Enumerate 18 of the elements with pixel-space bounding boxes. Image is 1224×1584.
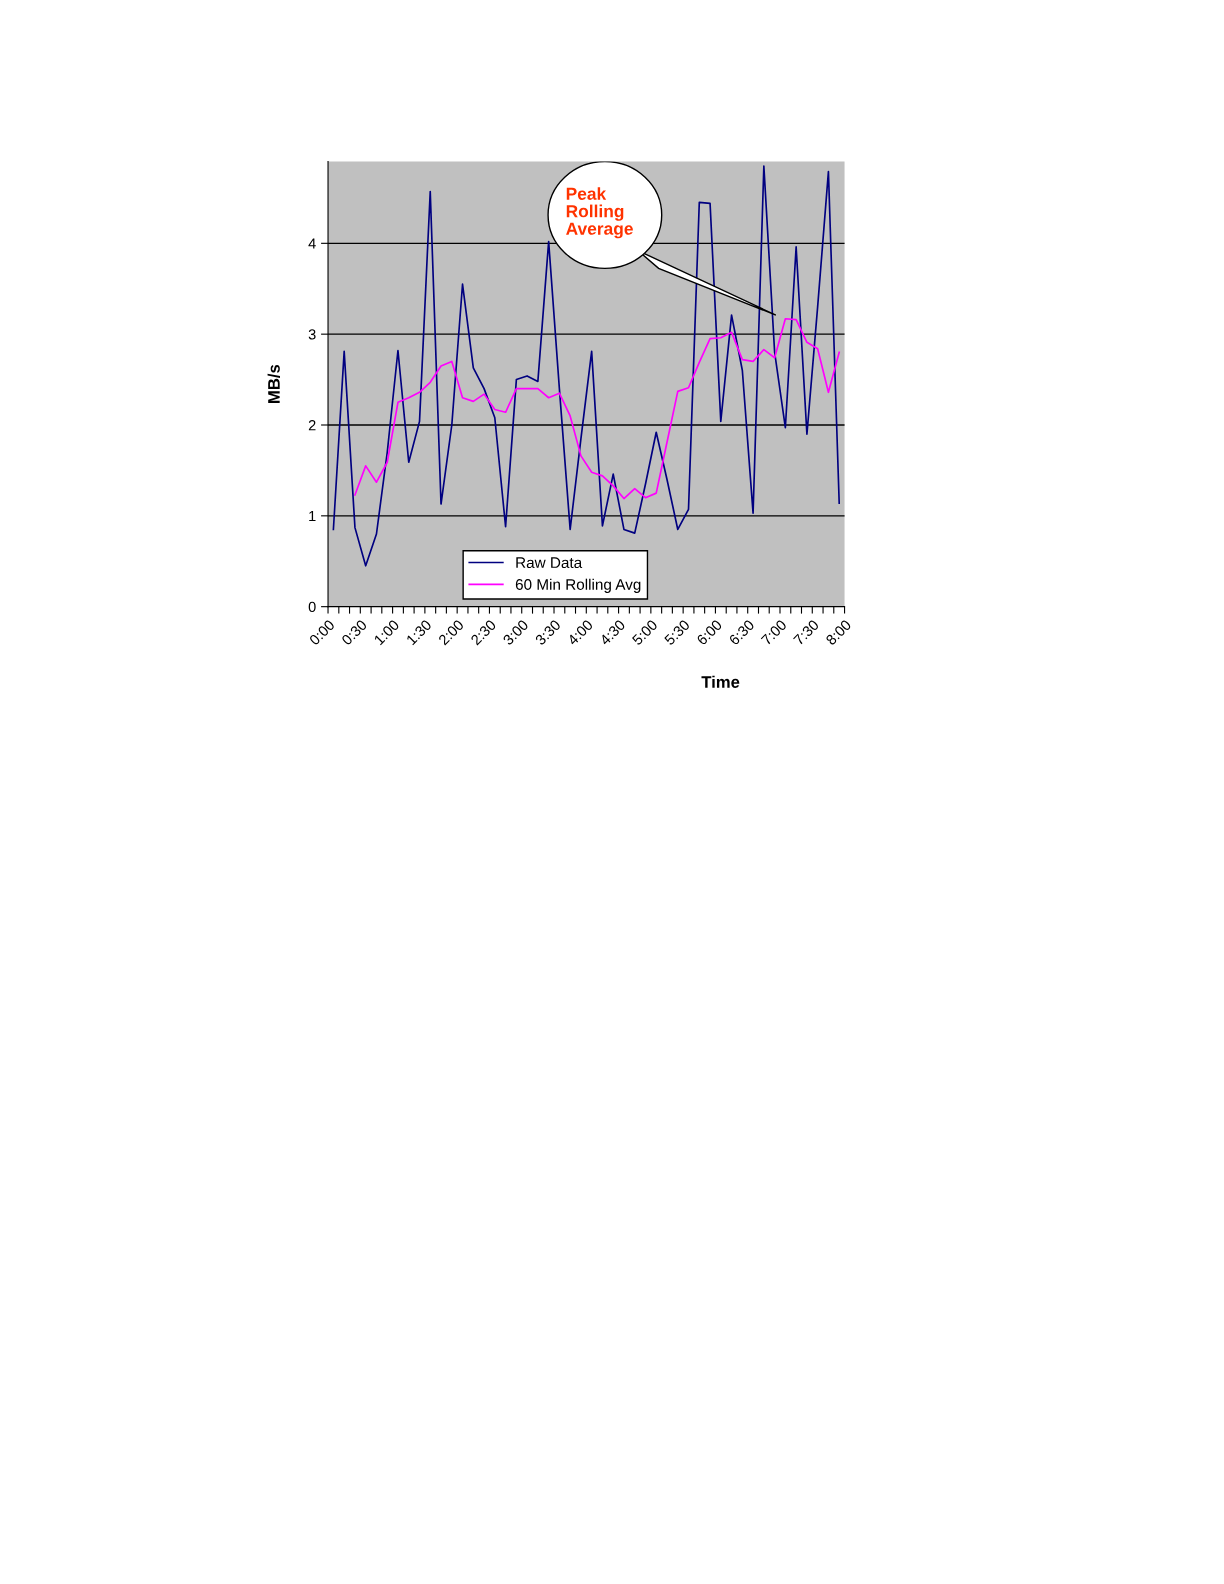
legend-label: 60 Min Rolling Avg [515, 578, 641, 593]
x-tick-label: 6:30 [728, 619, 755, 646]
line-series [332, 165, 841, 567]
x-tick-label: 4:00 [566, 619, 594, 646]
y-tick-label: 0 [308, 601, 316, 613]
y-tick-label: 2 [308, 420, 316, 431]
legend-label: Raw Data [516, 557, 583, 569]
x-tick-label: 6:00 [696, 619, 723, 646]
annotation: Peak Rolling Average [566, 187, 633, 239]
x-tick-label: 4:30 [599, 619, 626, 646]
y-tick-label: 1 [309, 511, 316, 522]
y-tick-label: 4 [308, 238, 316, 249]
y-axis-title: MB/s [267, 364, 280, 403]
x-axis-title: Time [701, 675, 740, 688]
x-tick-label: 7:00 [760, 619, 788, 646]
y-tick-label: 3 [308, 329, 316, 340]
x-tick-label: 7:30 [793, 619, 820, 646]
line-series [354, 317, 841, 500]
